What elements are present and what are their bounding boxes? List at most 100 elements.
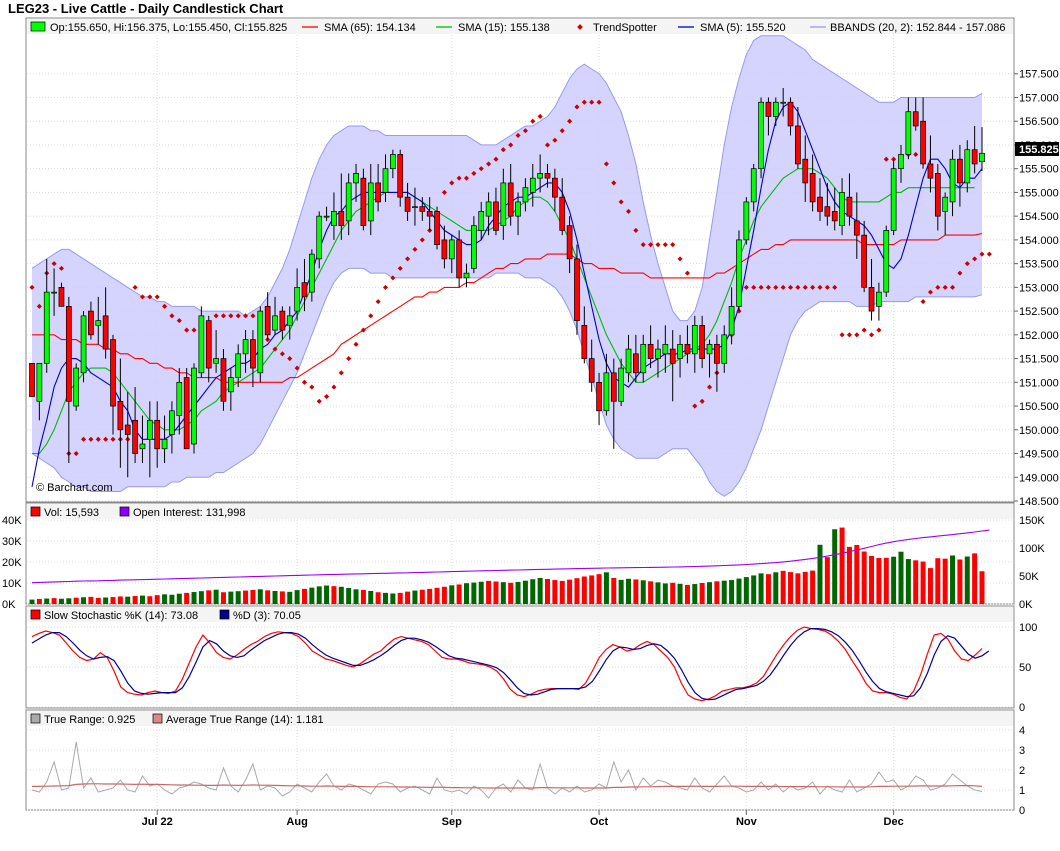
candle-body	[957, 158, 963, 184]
candle-body	[316, 215, 323, 260]
candle-body	[493, 201, 499, 231]
volume-bar	[861, 551, 867, 604]
trendspotter-marker	[228, 313, 234, 319]
candle-body	[478, 211, 485, 231]
trendspotter-marker	[213, 313, 219, 319]
volume-bar	[559, 580, 565, 604]
oi-legend-text: Open Interest: 131,998	[133, 507, 246, 519]
trendspotter-marker	[95, 436, 101, 442]
candle-body	[795, 125, 801, 165]
volume-right-tick-label: 100K	[1019, 543, 1045, 555]
candle-body	[404, 196, 411, 212]
trendspotter-marker	[331, 384, 337, 390]
trendspotter-marker	[817, 284, 823, 290]
volume-bar	[301, 588, 307, 604]
trendspotter-marker	[324, 394, 330, 400]
volume-bar	[618, 579, 624, 604]
bollinger-lower-line	[31, 267, 983, 497]
candle-body	[43, 291, 50, 364]
volume-bar	[972, 553, 978, 604]
candle-body	[345, 182, 352, 222]
atr-legend-text: Average True Range (14): 1.181	[166, 714, 324, 726]
candle-body	[677, 343, 683, 359]
candle-body	[839, 192, 845, 227]
volume-bar	[220, 592, 226, 604]
volume-bar	[176, 593, 182, 604]
volume-bar	[206, 590, 212, 604]
volume-bar	[287, 591, 293, 604]
candle-body	[242, 339, 249, 355]
candle-body	[853, 220, 860, 236]
candle-body	[883, 230, 890, 293]
candle-body	[544, 173, 551, 179]
volume-bar	[309, 587, 315, 604]
volume-bar	[927, 568, 933, 604]
candle-body	[714, 343, 720, 364]
candle-body	[29, 362, 35, 397]
trendspotter-marker	[765, 284, 771, 290]
candle-body	[758, 101, 764, 170]
volume-bar	[110, 597, 116, 604]
trendspotter-marker	[316, 398, 322, 404]
candle-body	[412, 206, 418, 209]
volume-bar	[905, 559, 911, 604]
candle-body	[647, 343, 654, 359]
price-tick-label: 154.500	[1019, 211, 1059, 223]
candle-body	[662, 343, 669, 355]
trendspotter-marker	[154, 294, 160, 300]
volume-bar	[500, 582, 506, 604]
trendspotter-marker	[103, 436, 109, 442]
candle-body	[250, 339, 256, 369]
x-tick-label: Jul 22	[142, 816, 173, 828]
volume-bar	[854, 544, 860, 604]
volume-left-tick-label: 20K	[2, 557, 22, 569]
candle-body	[375, 182, 381, 203]
volume-bar	[545, 579, 551, 604]
trendspotter-marker	[544, 142, 551, 148]
trendspotter-marker	[405, 256, 411, 262]
trendspotter-marker	[73, 450, 79, 457]
price-tick-label: 152.500	[1019, 306, 1059, 318]
candle-body	[331, 211, 337, 227]
volume-bar	[640, 580, 646, 604]
price-tick-label: 154.000	[1019, 235, 1059, 247]
sma15-legend-text: SMA (15): 155.138	[458, 22, 550, 34]
candle-body	[610, 372, 617, 402]
volume-right-tick-label: 150K	[1019, 515, 1045, 527]
trendspotter-marker	[625, 208, 632, 214]
price-tick-label: 156.500	[1019, 116, 1059, 128]
trendspotter-marker	[802, 284, 808, 290]
trendspotter-marker	[162, 303, 168, 309]
trendspotter-marker	[854, 332, 860, 338]
price-tick-label: 151.500	[1019, 354, 1059, 366]
volume-bar	[824, 557, 830, 604]
candle-body	[846, 196, 853, 217]
volume-bar	[279, 591, 285, 604]
volume-bar	[235, 591, 241, 604]
volume-bar	[633, 579, 639, 604]
trendspotter-marker	[839, 332, 845, 338]
average-true-range-line	[32, 783, 983, 789]
price-tick-label: 155.000	[1019, 187, 1059, 199]
candle-body	[146, 419, 153, 440]
volume-bar	[795, 573, 801, 604]
candle-body	[323, 215, 330, 218]
volume-bar	[397, 592, 403, 604]
trendspotter-marker	[648, 242, 654, 248]
volume-bar	[117, 596, 123, 604]
volume-bar	[603, 572, 609, 604]
barchart-watermark: © Barchart.com	[36, 482, 113, 494]
volume-bar	[537, 577, 543, 604]
volume-bar	[103, 597, 109, 604]
trendspotter-marker	[846, 332, 852, 338]
volume-bar	[493, 581, 499, 604]
candle-body	[750, 168, 757, 203]
trendspotter-marker	[51, 261, 57, 267]
trendspotter-marker	[773, 284, 779, 290]
candle-body	[861, 234, 868, 288]
price-tick-label: 149.500	[1019, 449, 1059, 461]
volume-bar	[839, 527, 845, 604]
candle-body	[618, 367, 624, 402]
candle-body	[912, 111, 919, 127]
